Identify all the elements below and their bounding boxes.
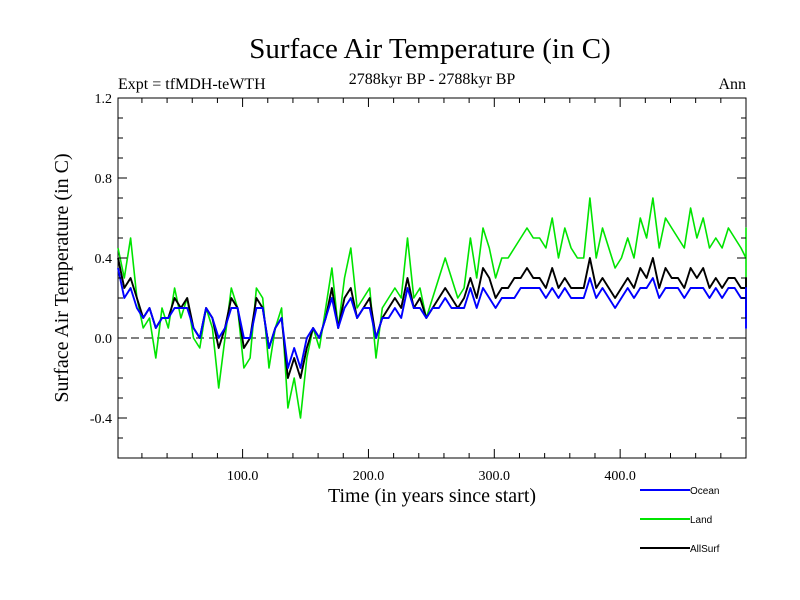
legend-label-allsurf: AllSurf (690, 544, 720, 555)
x-axis-label: Time (in years since start) (328, 485, 536, 507)
x-tick-label: 100.0 (227, 469, 259, 484)
series-line-ocean (117, 267, 747, 369)
legend-label-ocean: Ocean (690, 486, 719, 497)
y-tick-label: -0.4 (90, 412, 112, 427)
y-tick-label: 1.2 (95, 92, 113, 107)
x-tick-label: 300.0 (479, 469, 511, 484)
y-axis-label: Surface Air Temperature (in C) (51, 153, 73, 402)
plot-area: 100.0 200.0 300.0 400.0 -0.4 0.0 0.4 0.8 1.2 (90, 92, 747, 484)
season-label: Ann (718, 76, 746, 93)
ticks-layer: 100.0 200.0 300.0 400.0 -0.4 0.0 0.4 0.8 1.2 (90, 92, 746, 484)
y-tick-label: 0.0 (95, 332, 113, 347)
x-tick-label: 200.0 (353, 469, 385, 484)
y-tick-label: 0.8 (95, 172, 113, 187)
x-tick-label: 400.0 (604, 469, 636, 484)
legend-label-land: Land (690, 515, 712, 526)
chart-subtitle: 2788kyr BP - 2788kyr BP (349, 71, 516, 88)
experiment-label: Expt = tfMDH-teWTH (118, 76, 266, 93)
series-layer (117, 197, 747, 419)
legend: Ocean Land AllSurf (640, 486, 720, 555)
y-tick-label: 0.4 (95, 252, 113, 267)
chart-title: Surface Air Temperature (in C) (249, 33, 610, 65)
